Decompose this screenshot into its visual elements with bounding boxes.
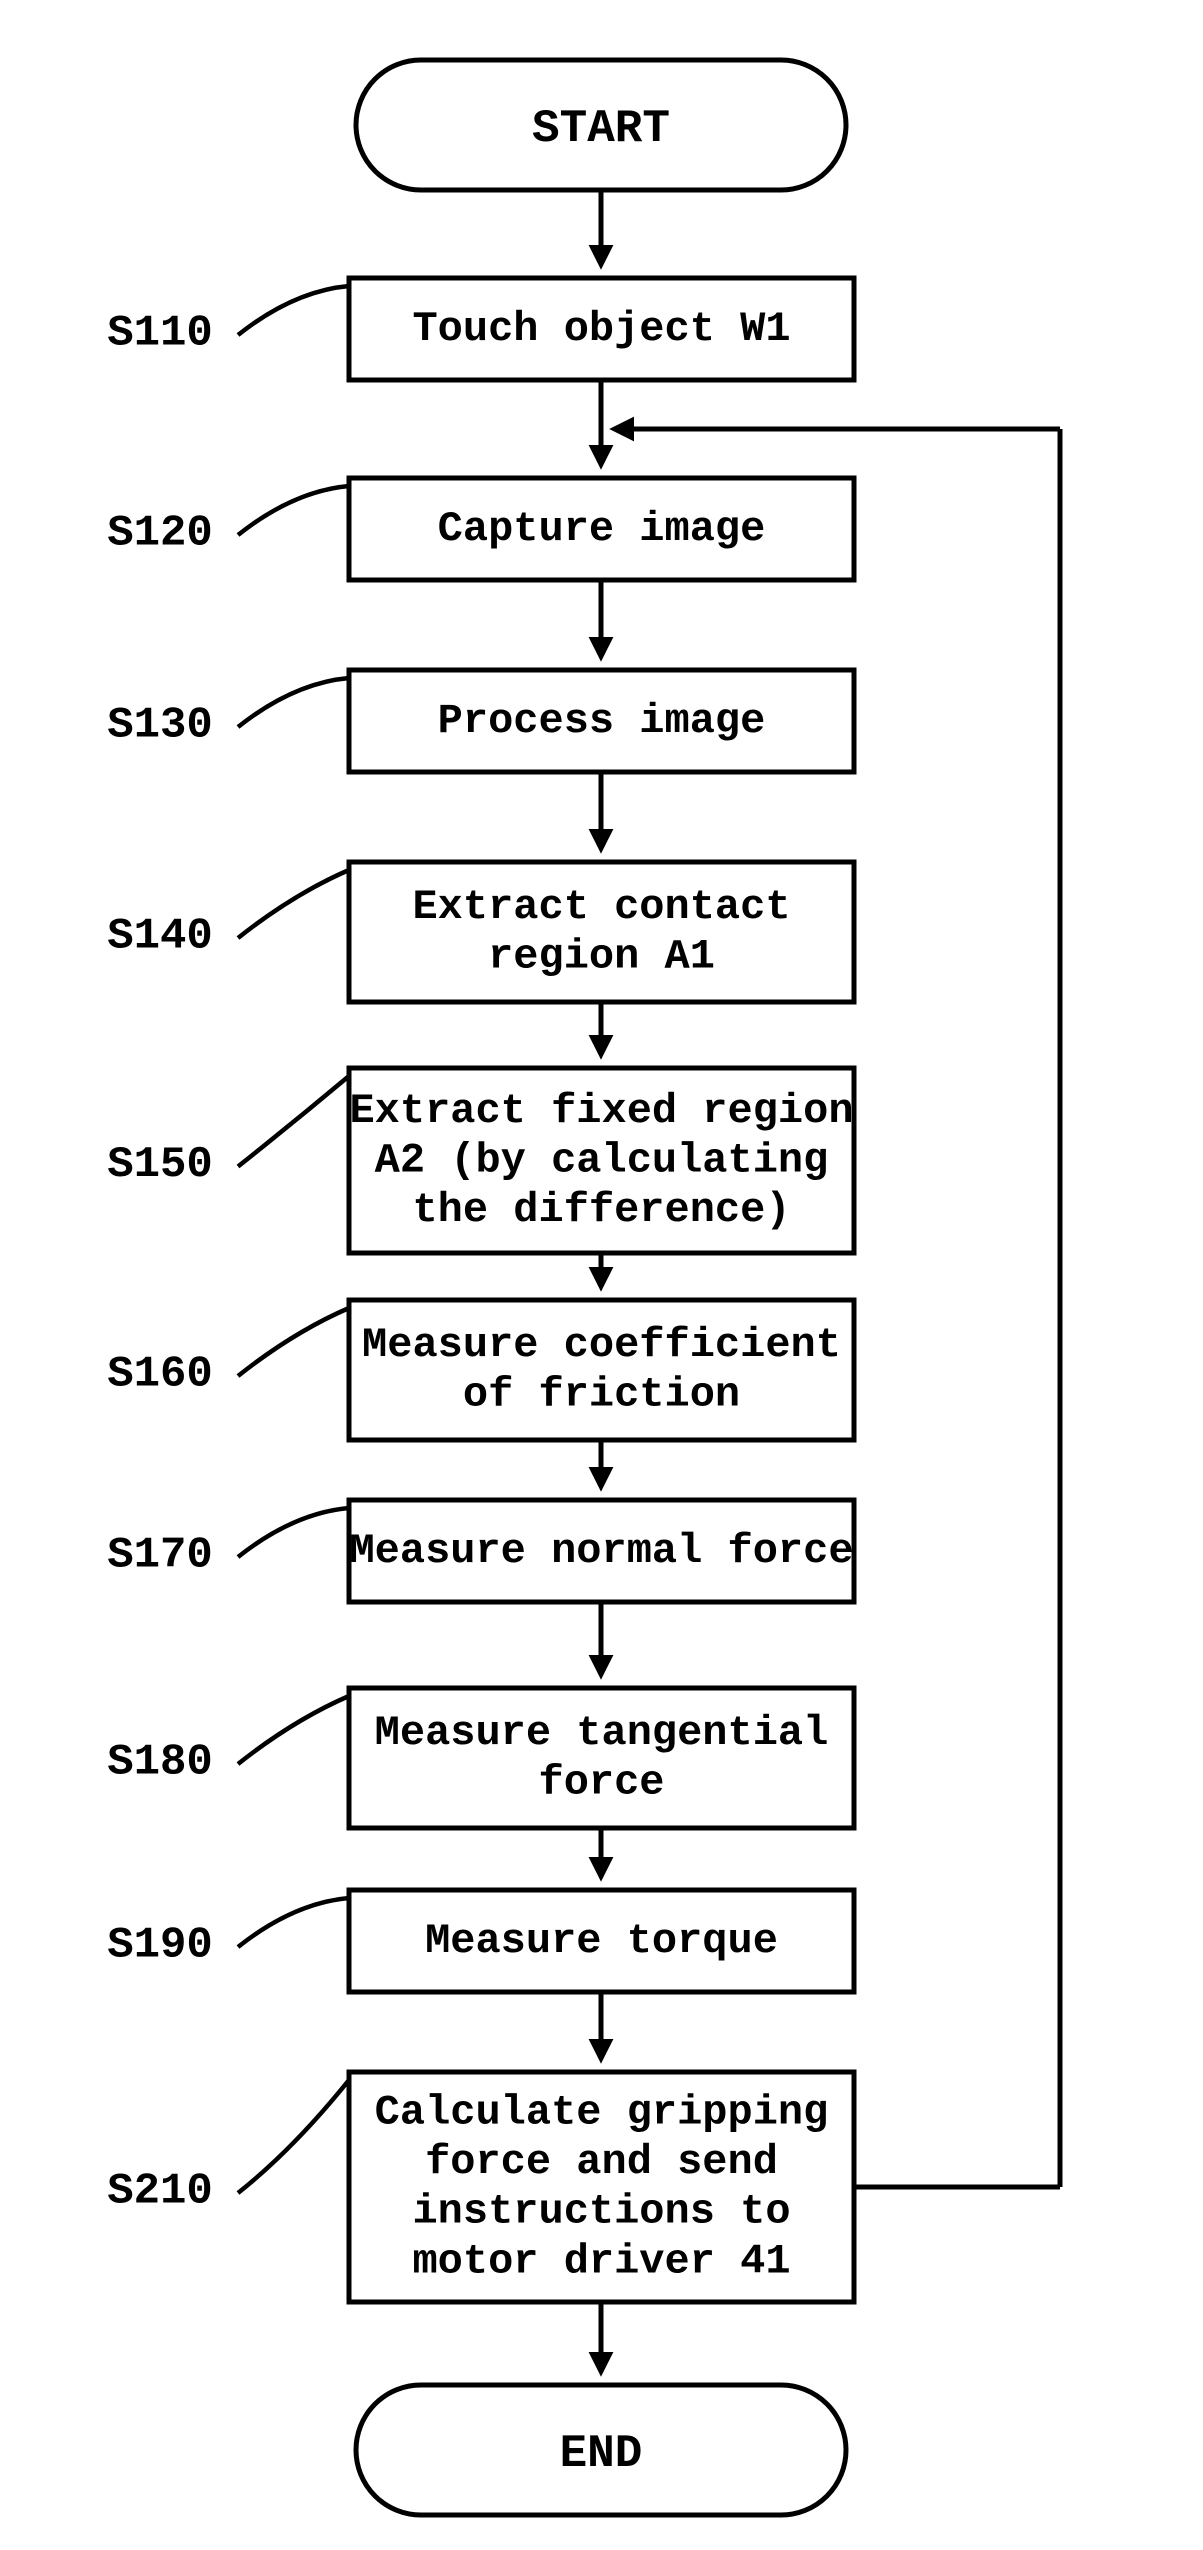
step-text: Measure torque: [425, 1917, 778, 1965]
step-id-label: S170: [107, 1530, 213, 1580]
step-id-label: S110: [107, 308, 213, 358]
step-id-label: S150: [107, 1140, 213, 1190]
start-label: START: [532, 103, 670, 155]
end-label: END: [560, 2428, 643, 2480]
label-connector: [238, 286, 349, 335]
step-id-label: S140: [107, 911, 213, 961]
step-text: the difference): [412, 1186, 790, 1234]
label-connector: [238, 1308, 349, 1376]
step-text: force: [538, 1759, 664, 1807]
step-id-label: S160: [107, 1349, 213, 1399]
step-text: Extract fixed region: [349, 1087, 853, 1135]
label-connector: [238, 870, 349, 938]
step-text: Measure normal force: [349, 1527, 853, 1575]
step-id-label: S180: [107, 1737, 213, 1787]
label-connector: [238, 2080, 349, 2193]
step-text: motor driver 41: [412, 2237, 790, 2285]
step-text: of friction: [463, 1371, 740, 1419]
step-text: Measure tangential: [375, 1709, 829, 1757]
step-text: force and send: [425, 2138, 778, 2186]
step-text: Measure coefficient: [362, 1321, 841, 1369]
label-connector: [238, 1696, 349, 1764]
step-id-label: S130: [107, 700, 213, 750]
label-connector: [238, 678, 349, 727]
label-connector: [238, 1076, 349, 1167]
label-connector: [238, 1898, 349, 1947]
step-text: A2 (by calculating: [375, 1136, 829, 1184]
step-text: Calculate gripping: [375, 2089, 829, 2137]
step-text: Process image: [438, 697, 766, 745]
label-connector: [238, 1508, 349, 1557]
step-text: region A1: [488, 933, 715, 981]
step-text: Touch object W1: [412, 305, 790, 353]
label-connector: [238, 486, 349, 535]
step-text: instructions to: [412, 2188, 790, 2236]
step-text: Capture image: [438, 505, 766, 553]
step-id-label: S120: [107, 508, 213, 558]
step-id-label: S190: [107, 1920, 213, 1970]
step-id-label: S210: [107, 2166, 213, 2216]
step-text: Extract contact: [412, 883, 790, 931]
